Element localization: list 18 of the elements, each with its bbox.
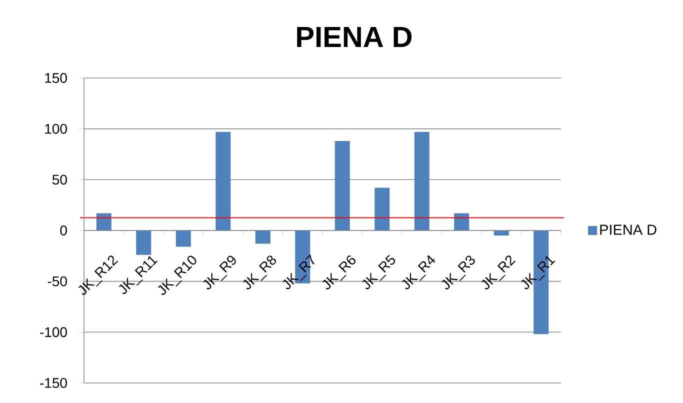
bar (216, 132, 231, 230)
bar (374, 188, 390, 230)
y-tick-label: -100 (40, 327, 67, 338)
bar (454, 213, 470, 230)
bar (176, 230, 191, 247)
y-tick-label: -150 (40, 378, 67, 388)
y-tick-label: 50 (52, 174, 67, 185)
y-tick-label: 0 (60, 226, 67, 236)
bar (414, 132, 430, 230)
bar (255, 230, 270, 244)
legend-label: PIENA D (600, 224, 656, 235)
y-tick-label: -50 (48, 276, 67, 286)
y-tick-label: 100 (45, 124, 67, 134)
bar (136, 230, 152, 255)
bar (96, 213, 112, 230)
bar (334, 141, 350, 230)
chart-title: PIENA D (297, 27, 412, 47)
y-tick-label: 150 (45, 73, 67, 83)
